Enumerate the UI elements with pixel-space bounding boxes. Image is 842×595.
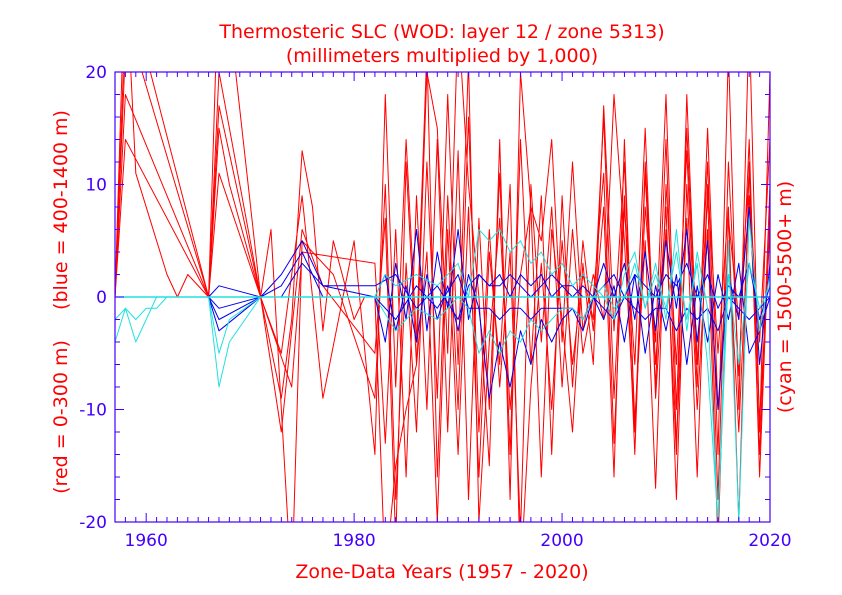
- series-line-blue-8: [115, 262, 770, 320]
- y-axis-label-right: (cyan = 1500-5500+ m): [774, 181, 796, 413]
- chart-title: Thermosteric SLC (WOD: layer 12 / zone 5…: [218, 21, 664, 43]
- y-axis-label-red: (red = 0-300 m): [50, 340, 72, 494]
- x-tick-label: 2000: [540, 531, 583, 551]
- y-tick-label: 0: [96, 288, 107, 308]
- y-tick-label: 10: [85, 176, 107, 196]
- y-tick-label: -10: [79, 401, 107, 421]
- series-line-cyan-11: [115, 251, 770, 522]
- x-tick-label: 1960: [125, 531, 168, 551]
- axis-ticks: 1960 1980 2000 2020 -20 -10 0 10 20: [79, 63, 791, 551]
- series-line-red-3: [115, 72, 770, 522]
- series-layer: [115, 72, 770, 522]
- x-axis-label: Zone-Data Years (1957 - 2020): [295, 561, 588, 583]
- x-tick-label: 1980: [332, 531, 375, 551]
- y-tick-label: -20: [79, 513, 107, 533]
- y-tick-label: 20: [85, 63, 107, 83]
- x-tick-label: 2020: [748, 531, 791, 551]
- y-axis-label-blue: (blue = 400-1400 m): [50, 110, 72, 310]
- series-line-red-4: [115, 72, 770, 522]
- chart-subtitle: (millimeters multiplied by 1,000): [286, 45, 598, 67]
- series-line-blue-6: [115, 206, 770, 410]
